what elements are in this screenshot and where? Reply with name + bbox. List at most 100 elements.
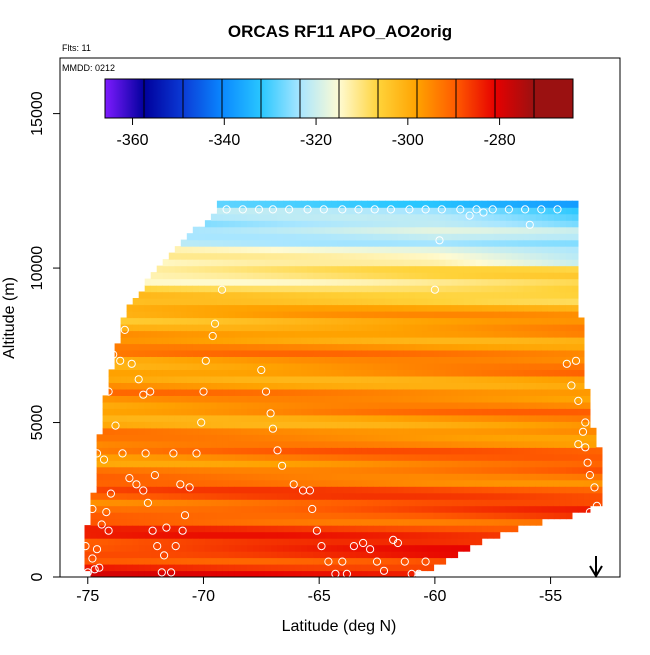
field-cell bbox=[180, 395, 188, 403]
field-cell bbox=[307, 531, 314, 539]
field-cell bbox=[499, 434, 507, 442]
field-cell bbox=[523, 349, 531, 357]
field-cell bbox=[343, 259, 350, 267]
field-cell bbox=[565, 382, 573, 390]
field-cell bbox=[523, 252, 531, 260]
field-cell bbox=[150, 486, 158, 494]
field-cell bbox=[271, 200, 278, 208]
field-cell bbox=[463, 466, 471, 474]
field-cell bbox=[174, 557, 182, 565]
field-cell bbox=[192, 233, 200, 241]
field-cell bbox=[463, 460, 471, 468]
field-cell bbox=[571, 356, 579, 364]
field-cell bbox=[283, 246, 290, 254]
field-cell bbox=[120, 544, 128, 552]
field-cell bbox=[295, 298, 302, 306]
field-cell bbox=[241, 375, 248, 383]
sample-point bbox=[201, 356, 210, 365]
field-cell bbox=[409, 337, 416, 345]
field-cell bbox=[421, 486, 429, 494]
field-cell bbox=[571, 311, 579, 319]
field-cell bbox=[517, 486, 525, 494]
field-cell bbox=[445, 499, 453, 507]
field-cell bbox=[228, 434, 236, 442]
field-cell bbox=[307, 479, 314, 487]
field-cell bbox=[186, 551, 194, 559]
field-cell bbox=[337, 207, 344, 215]
field-cell bbox=[247, 200, 254, 208]
field-cell bbox=[295, 460, 302, 468]
field-cell bbox=[559, 382, 567, 390]
field-cell bbox=[144, 298, 152, 306]
field-cell bbox=[439, 213, 447, 221]
field-cell bbox=[493, 362, 501, 370]
field-cell bbox=[132, 479, 140, 487]
field-cell bbox=[162, 531, 170, 539]
field-cell bbox=[96, 440, 104, 448]
field-cell bbox=[144, 388, 152, 396]
field-cell bbox=[313, 213, 320, 221]
sample-point bbox=[88, 554, 97, 563]
field-cell bbox=[475, 330, 483, 338]
field-cell bbox=[391, 427, 398, 435]
field-cell bbox=[283, 388, 290, 396]
field-cell bbox=[96, 486, 104, 494]
field-cell bbox=[355, 440, 362, 448]
field-cell bbox=[373, 505, 380, 513]
y-tick-label: 15000 bbox=[29, 91, 46, 136]
field-cell bbox=[559, 375, 567, 383]
field-cell bbox=[415, 298, 422, 306]
field-cell bbox=[216, 466, 224, 474]
field-cell bbox=[565, 440, 573, 448]
field-cell bbox=[301, 356, 308, 364]
field-cell bbox=[379, 401, 386, 409]
field-cell bbox=[325, 492, 332, 500]
field-cell bbox=[445, 473, 453, 481]
field-cell bbox=[445, 337, 453, 345]
field-cell bbox=[361, 324, 368, 332]
sample-point bbox=[169, 449, 178, 458]
field-cell bbox=[150, 414, 158, 422]
field-cell bbox=[102, 564, 110, 572]
field-cell bbox=[403, 298, 410, 306]
field-cell bbox=[565, 343, 573, 351]
field-cell bbox=[553, 337, 561, 345]
field-cell bbox=[343, 453, 350, 461]
field-cell bbox=[295, 499, 302, 507]
field-cell bbox=[259, 226, 266, 234]
field-cell bbox=[313, 265, 320, 273]
field-cell bbox=[102, 460, 110, 468]
field-cell bbox=[132, 460, 140, 468]
field-cell bbox=[138, 388, 146, 396]
field-cell bbox=[186, 311, 194, 319]
field-cell bbox=[343, 388, 350, 396]
field-cell bbox=[265, 570, 272, 577]
field-cell bbox=[301, 421, 308, 429]
field-cell bbox=[156, 492, 164, 500]
field-cell bbox=[415, 375, 422, 383]
field-cell bbox=[391, 298, 398, 306]
field-cell bbox=[409, 311, 416, 319]
field-cell bbox=[253, 330, 260, 338]
field-cell bbox=[493, 246, 501, 254]
field-cell bbox=[259, 408, 266, 416]
field-cell bbox=[457, 460, 465, 468]
field-cell bbox=[529, 285, 537, 293]
field-cell bbox=[337, 233, 344, 241]
field-cell bbox=[162, 512, 170, 520]
field-cell bbox=[385, 570, 392, 577]
field-cell bbox=[156, 421, 164, 429]
field-cell bbox=[277, 356, 284, 364]
field-cell bbox=[397, 259, 404, 267]
field-cell bbox=[385, 291, 392, 299]
field-cell bbox=[210, 486, 218, 494]
sample-point bbox=[95, 563, 104, 572]
field-cell bbox=[547, 278, 555, 286]
field-cell bbox=[469, 460, 477, 468]
field-cell bbox=[493, 207, 501, 215]
field-cell bbox=[403, 434, 410, 442]
field-cell bbox=[361, 408, 368, 416]
field-cell bbox=[210, 544, 218, 552]
field-cell bbox=[102, 427, 110, 435]
field-cell bbox=[150, 570, 158, 577]
